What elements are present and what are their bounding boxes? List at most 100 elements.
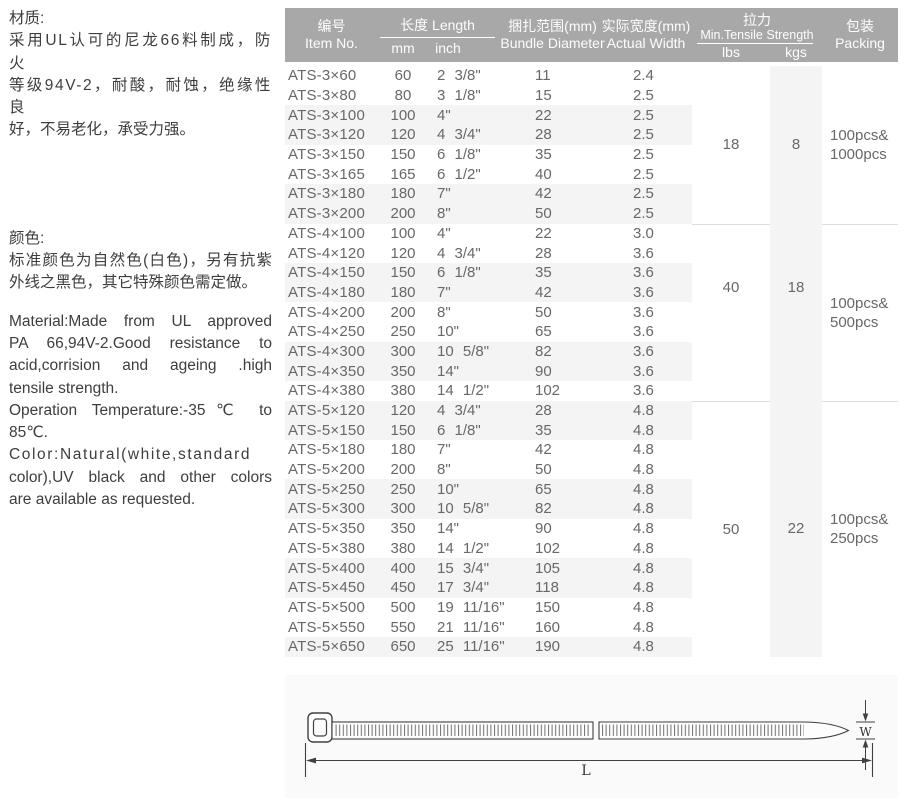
actual-width-cell: 3.6 bbox=[633, 323, 654, 341]
actual-width-cell: 3.6 bbox=[633, 362, 654, 380]
tie-teeth-a bbox=[335, 724, 591, 736]
item-no-cell: ATS-4×200 bbox=[288, 303, 365, 321]
tensile-lbs-value: 40 bbox=[722, 279, 740, 297]
header-bundle-diameter: 捆扎范围(mm) Bundle Diameter bbox=[500, 8, 604, 62]
header-length: 长度 Length mm inch bbox=[378, 8, 505, 62]
tensile-lbs-value: 50 bbox=[722, 520, 740, 538]
table-row: ATS-3×150 150 6 1/8" 35 2.5 bbox=[285, 145, 692, 165]
bundle-diameter-cell: 50 bbox=[535, 461, 552, 479]
length-mm-cell: 350 bbox=[390, 362, 416, 380]
table-group-rows: ATS-4×100 100 4" 22 3.0 ATS-4×120 120 4 3/4" 28 3… bbox=[285, 224, 692, 401]
item-no-cell: ATS-5×300 bbox=[288, 500, 365, 518]
bundle-diameter-cell: 42 bbox=[535, 283, 552, 301]
header-packing-cn: 包装 bbox=[846, 18, 874, 34]
length-mm-cell: 180 bbox=[390, 283, 416, 301]
header-actual-width: 实际宽度(mm) Actual Width bbox=[600, 8, 692, 62]
length-mm-cell: 400 bbox=[390, 559, 416, 577]
bundle-diameter-cell: 28 bbox=[535, 244, 552, 262]
text-line: PA 66,94V-2.Good resistance to bbox=[9, 334, 272, 352]
packing-cell: 100pcs& 1000pcs bbox=[822, 66, 898, 224]
bundle-diameter-cell: 82 bbox=[535, 500, 552, 518]
tensile-kgs-value: 22 bbox=[787, 520, 805, 538]
table-row: ATS-3×60 60 2 3/8" 11 2.4 bbox=[285, 66, 692, 86]
item-no-cell: ATS-4×150 bbox=[288, 264, 365, 282]
actual-width-cell: 3.6 bbox=[633, 342, 654, 360]
tie-teeth-b bbox=[602, 724, 804, 736]
actual-width-cell: 3.6 bbox=[633, 303, 654, 321]
actual-width-cell: 2.5 bbox=[633, 205, 654, 223]
tie-head bbox=[307, 712, 333, 743]
dimension-w-label: W bbox=[859, 725, 872, 739]
table-row: ATS-4×380 380 14 1/2" 102 3.6 bbox=[285, 381, 692, 401]
table-row: ATS-3×165 165 6 1/2" 40 2.5 bbox=[285, 164, 692, 184]
item-no-cell: ATS-4×350 bbox=[288, 362, 365, 380]
length-mm-cell: 650 bbox=[390, 638, 416, 656]
text-line: 85℃. bbox=[9, 424, 48, 442]
bundle-diameter-cell: 28 bbox=[535, 402, 552, 420]
length-inch-cell: 19 11/16" bbox=[437, 598, 505, 616]
header-length-subrow: mm inch bbox=[378, 38, 505, 58]
text-line: color),UV black and other colors bbox=[9, 468, 272, 486]
length-inch-cell: 14" bbox=[437, 362, 460, 380]
bundle-diameter-cell: 35 bbox=[535, 146, 552, 164]
bundle-diameter-cell: 40 bbox=[535, 165, 552, 183]
table-row: ATS-5×380 380 14 1/2" 102 4.8 bbox=[285, 539, 692, 559]
actual-width-cell: 4.8 bbox=[633, 598, 654, 616]
actual-width-cell: 4.8 bbox=[633, 579, 654, 597]
length-inch-cell: 25 11/16" bbox=[437, 638, 505, 656]
length-inch-cell: 4" bbox=[437, 106, 451, 124]
packing-line: 250pcs bbox=[830, 530, 879, 548]
item-no-cell: ATS-4×250 bbox=[288, 323, 365, 341]
packing-cell: 100pcs& 250pcs bbox=[822, 400, 898, 657]
item-no-cell: ATS-3×200 bbox=[288, 205, 365, 223]
header-width-cn: 实际宽度(mm) bbox=[601, 18, 691, 34]
header-lbs: lbs bbox=[722, 44, 740, 60]
header-mm: mm bbox=[391, 40, 415, 56]
bundle-diameter-cell: 105 bbox=[535, 559, 561, 577]
bundle-diameter-cell: 118 bbox=[535, 579, 559, 597]
table-row: ATS-4×200 200 8" 50 3.6 bbox=[285, 302, 692, 322]
header-tensile-cn: 拉力 bbox=[743, 12, 771, 28]
bundle-diameter-cell: 28 bbox=[535, 126, 552, 144]
table-row: ATS-4×150 150 6 1/8" 35 3.6 bbox=[285, 262, 692, 283]
length-mm-cell: 300 bbox=[390, 500, 416, 518]
table-row: ATS-5×500 500 19 11/16" 150 4.8 bbox=[285, 598, 692, 618]
packing-line: 500pcs bbox=[830, 313, 879, 331]
length-inch-cell: 21 11/16" bbox=[437, 618, 505, 636]
item-no-cell: ATS-5×180 bbox=[288, 441, 365, 459]
item-no-cell: ATS-5×650 bbox=[288, 638, 365, 656]
table-row: ATS-5×650 650 25 11/16" 190 4.8 bbox=[285, 636, 692, 657]
dimension-w-arrow-down bbox=[862, 713, 869, 722]
length-inch-cell: 7" bbox=[437, 283, 451, 301]
table-row: ATS-3×180 180 7" 42 2.5 bbox=[285, 184, 692, 204]
length-mm-cell: 380 bbox=[390, 382, 416, 400]
packing-value: 100pcs& 250pcs bbox=[830, 510, 888, 548]
tensile-kgs-cell: 18 bbox=[770, 223, 822, 401]
length-mm-cell: 60 bbox=[394, 67, 412, 85]
tensile-lbs-cell: 50 bbox=[692, 400, 770, 657]
length-inch-cell: 6 1/8" bbox=[437, 264, 481, 282]
actual-width-cell: 4.8 bbox=[633, 402, 654, 420]
item-no-cell: ATS-5×150 bbox=[288, 421, 365, 439]
bundle-diameter-cell: 22 bbox=[535, 106, 552, 124]
length-inch-cell: 8" bbox=[437, 461, 451, 479]
bundle-diameter-cell: 150 bbox=[535, 598, 561, 616]
header-tensile-strength: 拉力 Min.Tensile Strength lbs kgs bbox=[692, 8, 822, 62]
length-mm-cell: 165 bbox=[390, 165, 416, 183]
length-mm-cell: 200 bbox=[390, 205, 416, 223]
text-line: are available as requested. bbox=[9, 491, 196, 509]
actual-width-cell: 4.8 bbox=[633, 480, 654, 498]
dimension-l-arrow-left bbox=[306, 757, 316, 764]
length-inch-cell: 10" bbox=[437, 480, 460, 498]
length-inch-cell: 6 1/8" bbox=[437, 421, 481, 439]
item-no-cell: ATS-5×200 bbox=[288, 461, 365, 479]
length-mm-cell: 100 bbox=[390, 224, 416, 242]
actual-width-cell: 4.8 bbox=[633, 520, 654, 538]
section-heading: 颜色: bbox=[9, 229, 45, 247]
length-mm-cell: 150 bbox=[390, 264, 416, 282]
table-row: ATS-3×100 100 4" 22 2.5 bbox=[285, 105, 692, 126]
item-no-cell: ATS-3×120 bbox=[288, 126, 365, 144]
text-line: Operation Temperature:-35℃ to bbox=[9, 401, 272, 419]
item-no-cell: ATS-5×120 bbox=[288, 402, 365, 420]
table-row: ATS-3×120 120 4 3/4" 28 2.5 bbox=[285, 125, 692, 145]
